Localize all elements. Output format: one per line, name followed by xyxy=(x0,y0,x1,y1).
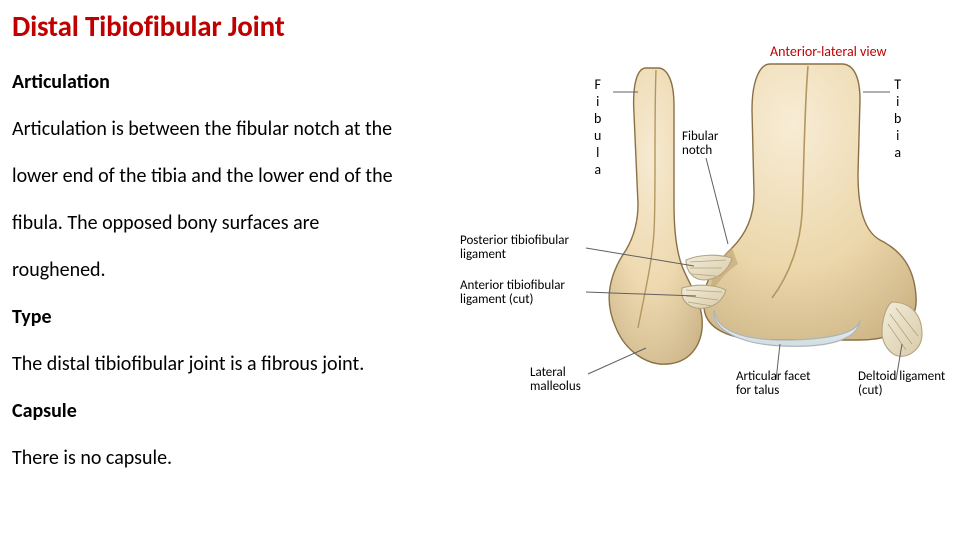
para-line: fibula. The opposed bony surfaces are xyxy=(12,211,462,236)
label-art-facet: Articular facet for talus xyxy=(736,370,811,398)
deltoid-ligament xyxy=(882,302,922,356)
page-title: Distal Tibiofibular Joint xyxy=(12,8,285,44)
label-tibia: Tib ia xyxy=(894,76,901,161)
para-line: roughened. xyxy=(12,258,462,283)
view-label: Anterior-lateral view xyxy=(770,44,886,59)
heading-capsule: Capsule xyxy=(12,399,462,424)
bones-svg xyxy=(460,44,956,398)
para-line: The distal tibiofibular joint is a fibro… xyxy=(12,352,462,377)
label-lat-mal: Lateral malleolus xyxy=(530,366,581,394)
heading-type: Type xyxy=(12,305,462,330)
label-fibular-notch: Fibular notch xyxy=(682,130,718,158)
para-line: Articulation is between the fibular notc… xyxy=(12,117,462,142)
tibia-bone xyxy=(704,64,916,340)
leader-line xyxy=(706,158,728,244)
text-column: Articulation Articulation is between the… xyxy=(12,70,462,493)
leader-line xyxy=(588,348,646,374)
label-atfl: Anterior tibiofibular ligament (cut) xyxy=(460,279,565,307)
label-fibula: Fib ula xyxy=(594,76,601,178)
anatomical-diagram: Anterior-lateral view Fib ula Tib ia Fib… xyxy=(460,44,956,398)
label-deltoid: Deltoid ligament (cut) xyxy=(858,370,945,398)
label-ptfl: Posterior tibiofibular ligament xyxy=(460,234,569,262)
para-line: There is no capsule. xyxy=(12,446,462,471)
para-line: lower end of the tibia and the lower end… xyxy=(12,164,462,189)
heading-articulation: Articulation xyxy=(12,70,462,95)
